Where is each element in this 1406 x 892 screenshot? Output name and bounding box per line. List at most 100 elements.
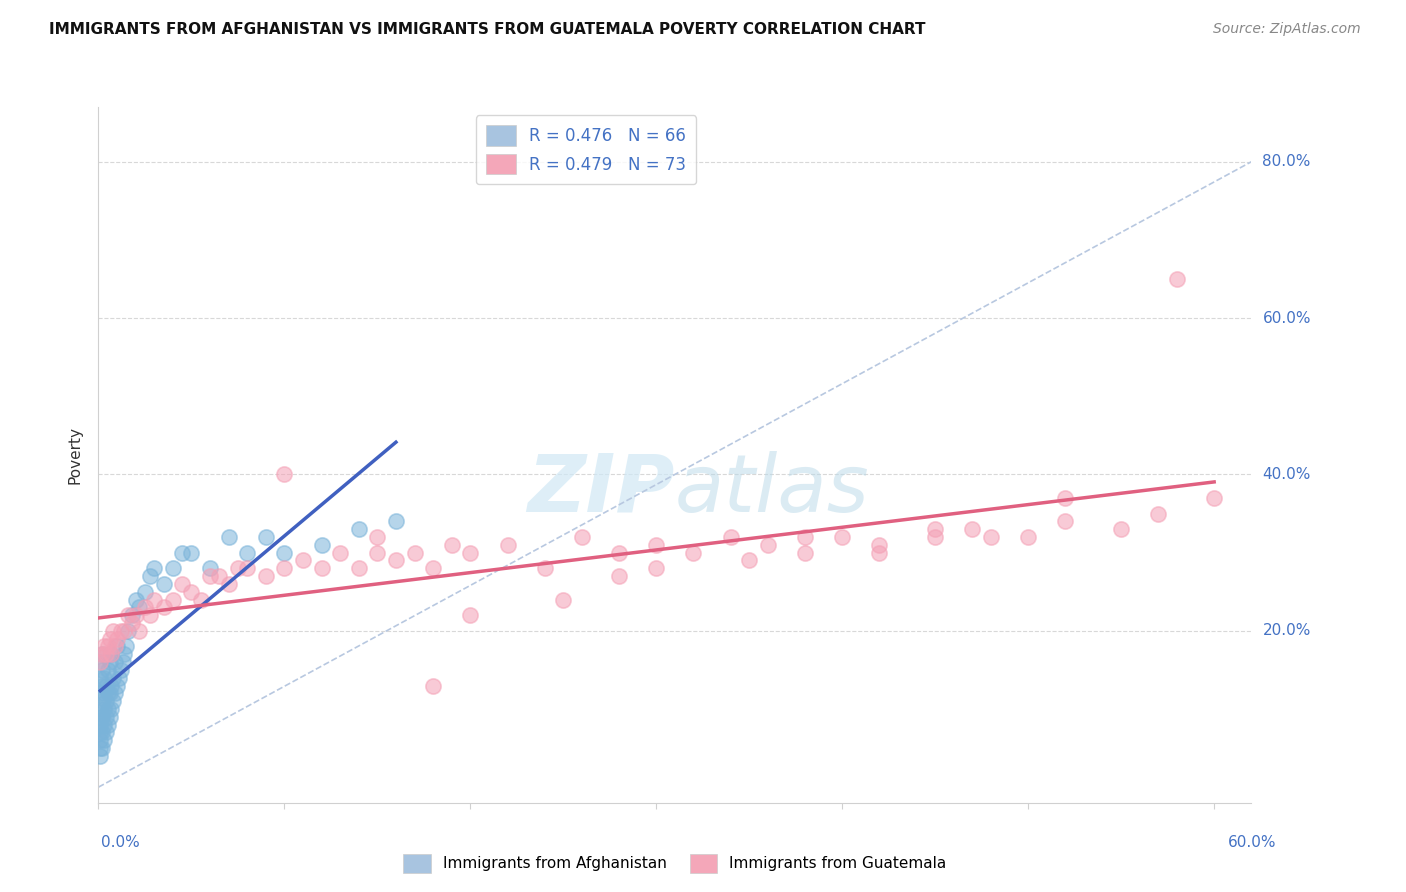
Point — [180, 546, 202, 560]
Point — [226, 561, 249, 575]
Point — [94, 725, 117, 739]
Point — [89, 710, 111, 724]
Point — [91, 647, 114, 661]
Point — [422, 679, 444, 693]
Point — [117, 608, 139, 623]
Point — [607, 546, 630, 560]
Point — [980, 530, 1002, 544]
Point — [100, 702, 122, 716]
Point — [128, 600, 150, 615]
Point — [103, 694, 125, 708]
Point — [89, 717, 111, 731]
Point — [91, 647, 114, 661]
Point — [105, 640, 128, 654]
Point — [236, 546, 259, 560]
Point — [1054, 491, 1077, 505]
Point — [110, 663, 132, 677]
Text: 0.0%: 0.0% — [101, 836, 141, 850]
Point — [143, 592, 166, 607]
Point — [347, 522, 370, 536]
Point — [134, 584, 156, 599]
Point — [162, 561, 184, 575]
Point — [97, 640, 120, 654]
Point — [114, 624, 136, 638]
Point — [794, 546, 817, 560]
Point — [89, 741, 111, 756]
Point — [291, 553, 314, 567]
Point — [94, 679, 117, 693]
Text: IMMIGRANTS FROM AFGHANISTAN VS IMMIGRANTS FROM GUATEMALA POVERTY CORRELATION CHA: IMMIGRANTS FROM AFGHANISTAN VS IMMIGRANT… — [49, 22, 925, 37]
Point — [89, 702, 111, 716]
Point — [533, 561, 555, 575]
Point — [460, 546, 482, 560]
Point — [329, 546, 352, 560]
Point — [254, 530, 277, 544]
Point — [105, 679, 128, 693]
Point — [93, 686, 115, 700]
Point — [94, 710, 117, 724]
Point — [311, 561, 333, 575]
Point — [1147, 507, 1170, 521]
Point — [97, 717, 120, 731]
Point — [91, 663, 114, 677]
Point — [162, 592, 184, 607]
Point — [91, 710, 114, 724]
Point — [91, 694, 114, 708]
Point — [1166, 272, 1188, 286]
Point — [218, 530, 240, 544]
Point — [366, 546, 388, 560]
Point — [89, 671, 111, 685]
Point — [98, 710, 121, 724]
Point — [139, 608, 162, 623]
Point — [571, 530, 593, 544]
Point — [311, 538, 333, 552]
Point — [794, 530, 817, 544]
Point — [110, 624, 132, 638]
Point — [218, 577, 240, 591]
Point — [440, 538, 463, 552]
Point — [98, 686, 121, 700]
Point — [422, 561, 444, 575]
Point — [738, 553, 761, 567]
Text: 80.0%: 80.0% — [1263, 154, 1310, 169]
Text: 40.0%: 40.0% — [1263, 467, 1310, 482]
Point — [117, 624, 139, 638]
Point — [924, 530, 946, 544]
Point — [91, 679, 114, 693]
Point — [1017, 530, 1039, 544]
Point — [347, 561, 370, 575]
Point — [273, 561, 295, 575]
Point — [93, 717, 115, 731]
Point — [104, 640, 127, 654]
Point — [924, 522, 946, 536]
Point — [105, 632, 128, 646]
Point — [91, 741, 114, 756]
Point — [682, 546, 704, 560]
Point — [460, 608, 482, 623]
Point — [962, 522, 984, 536]
Point — [172, 577, 194, 591]
Point — [180, 584, 202, 599]
Point — [208, 569, 231, 583]
Point — [104, 655, 127, 669]
Point — [756, 538, 779, 552]
Point — [1109, 522, 1132, 536]
Point — [645, 561, 668, 575]
Point — [172, 546, 194, 560]
Text: 60.0%: 60.0% — [1229, 836, 1277, 850]
Point — [103, 671, 125, 685]
Point — [607, 569, 630, 583]
Point — [645, 538, 668, 552]
Point — [868, 546, 890, 560]
Point — [89, 725, 111, 739]
Point — [89, 655, 111, 669]
Point — [124, 608, 146, 623]
Text: ZIP: ZIP — [527, 450, 675, 529]
Point — [198, 569, 221, 583]
Text: 20.0%: 20.0% — [1263, 624, 1310, 639]
Point — [720, 530, 742, 544]
Point — [94, 694, 117, 708]
Point — [103, 624, 125, 638]
Point — [254, 569, 277, 583]
Point — [89, 686, 111, 700]
